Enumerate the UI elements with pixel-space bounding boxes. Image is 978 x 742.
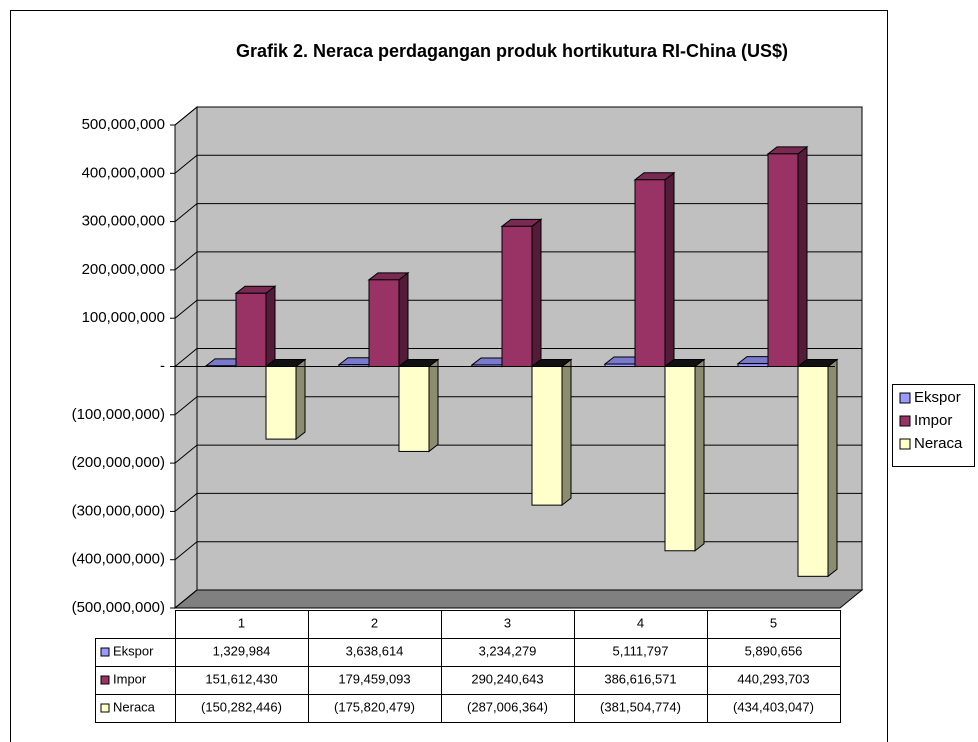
legend-key [899, 438, 911, 450]
x-tick-label: 1 [238, 615, 245, 630]
table-value: 1,329,984 [213, 643, 271, 658]
y-tick-label: (400,000,000) [72, 551, 165, 568]
y-tick-label: (200,000,000) [72, 454, 165, 471]
bar-side [295, 358, 306, 441]
legend-label: Neraca [914, 435, 963, 452]
table-key [100, 647, 110, 657]
legend-label: Ekspor [914, 389, 961, 406]
x-tick-label: 2 [371, 615, 378, 630]
y-tick-label: 200,000,000 [82, 261, 165, 278]
table-value: 179,459,093 [338, 671, 410, 686]
table-value: (381,504,774) [600, 699, 681, 714]
table-value: 5,111,797 [613, 643, 669, 658]
chart-title: Grafik 2. Neraca perdagangan produk hort… [236, 41, 788, 61]
bar-side [561, 358, 572, 507]
table-value: (287,006,364) [467, 699, 548, 714]
y-tick-label: (100,000,000) [72, 406, 165, 423]
bar [398, 366, 430, 452]
table-value: 440,293,703 [737, 671, 809, 686]
bar-side [428, 358, 439, 453]
y-tick-label: (300,000,000) [72, 502, 165, 519]
table-row-label: Ekspor [113, 643, 154, 658]
bar-side [398, 271, 409, 368]
grid-line [174, 541, 862, 561]
grid-line [174, 396, 862, 416]
table-value: 3,638,614 [346, 643, 404, 658]
bar [235, 292, 267, 368]
table-value: 290,240,643 [471, 671, 543, 686]
bar-side [694, 358, 705, 552]
bar [265, 366, 297, 440]
grid-line [174, 154, 862, 174]
table-value: (150,282,446) [201, 699, 282, 714]
y-tick-label: 100,000,000 [82, 309, 165, 326]
table-value: (175,820,479) [334, 699, 415, 714]
bar-side [664, 171, 675, 368]
x-tick-label: 3 [504, 615, 511, 630]
table-value: (434,403,047) [733, 699, 814, 714]
x-tick-label: 4 [637, 615, 644, 630]
bar [664, 366, 696, 552]
table-key [100, 703, 110, 713]
grid-line [174, 492, 862, 512]
bar [797, 366, 829, 577]
table-value: 5,890,656 [745, 643, 803, 658]
bar-side [827, 358, 838, 578]
legend-key [899, 415, 911, 427]
legend-label: Impor [914, 412, 952, 429]
y-tick-label: 300,000,000 [82, 213, 165, 230]
legend-key [899, 392, 911, 404]
table-value: 386,616,571 [604, 671, 676, 686]
table-cell [707, 694, 841, 723]
y-tick-label: 400,000,000 [82, 164, 165, 181]
bar-side [265, 285, 276, 368]
grid-line [174, 589, 862, 609]
bar-side [531, 218, 542, 368]
bar [368, 279, 400, 367]
grid-line [174, 106, 862, 126]
table-value: 3,234,279 [479, 643, 537, 658]
bar [767, 153, 799, 367]
bar [634, 179, 666, 367]
y-tick-label: (500,000,000) [72, 599, 165, 616]
y-tick-label: 500,000,000 [82, 116, 165, 133]
bar [531, 366, 563, 506]
table-row-label: Neraca [113, 699, 156, 714]
bar [501, 225, 533, 367]
table-value: 151,612,430 [205, 671, 277, 686]
table-row-label: Impor [113, 671, 147, 686]
floor [173, 589, 864, 609]
y-tick-label: - [160, 357, 165, 374]
x-tick-label: 5 [770, 615, 777, 630]
table-key [100, 675, 110, 685]
bar-side [797, 145, 808, 368]
grid-line [174, 444, 862, 464]
